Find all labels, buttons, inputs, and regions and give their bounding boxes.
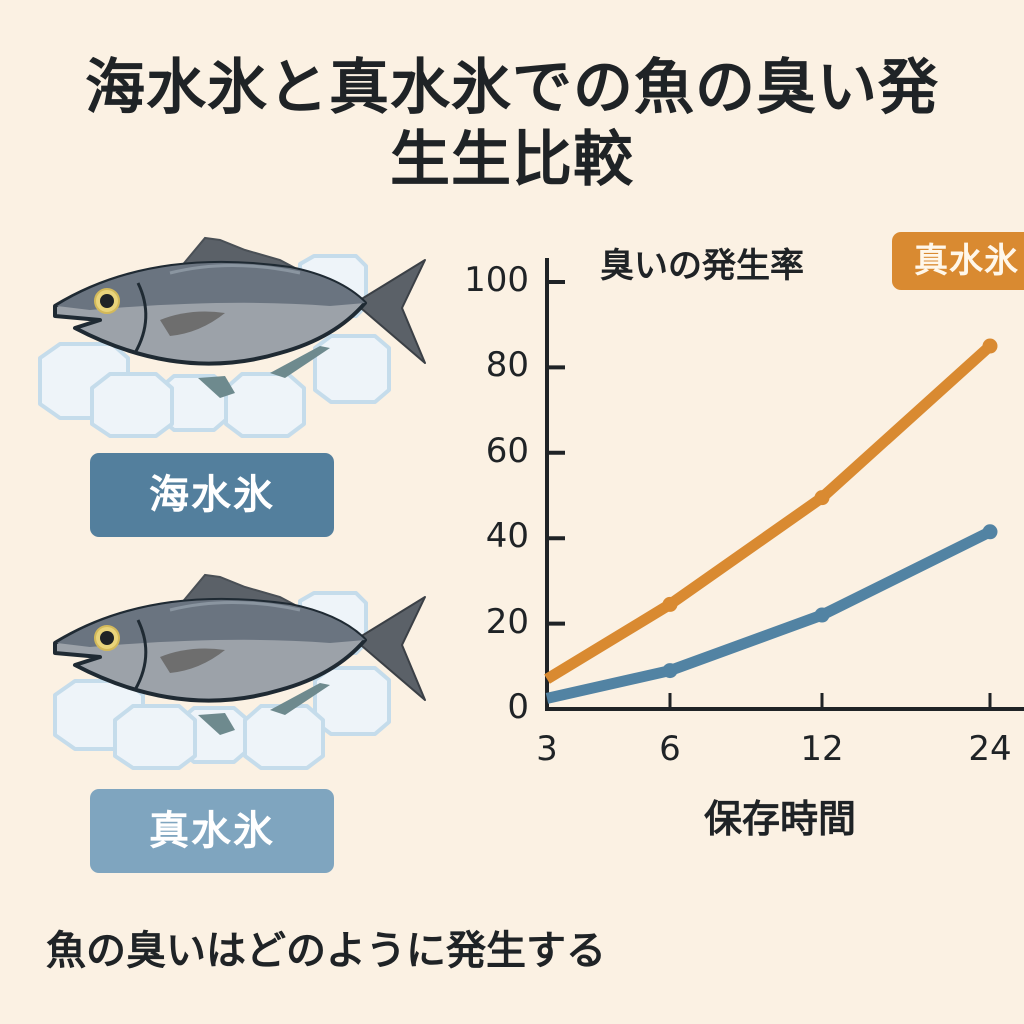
- x-tick-label: 6: [659, 729, 681, 769]
- fish-on-sea-ice-illustration: [30, 228, 450, 438]
- y-tick-label: 80: [485, 345, 529, 386]
- fish-on-fresh-ice-illustration: [30, 565, 450, 775]
- series-line-sea-ice: [545, 526, 993, 704]
- fresh-ice-label: 真水氷: [90, 789, 334, 873]
- chart-title: 臭いの発生率: [600, 246, 804, 286]
- y-tick-label: 40: [485, 516, 529, 557]
- title-line-1: 海水氷と真水氷での魚の臭い発: [85, 53, 939, 123]
- odor-rate-line-chart: 臭いの発生率 真水氷 0 20 40 60 80 100 3 6 12 24 保存時間: [460, 230, 1024, 850]
- series-line-fresh-ice: [544, 341, 994, 684]
- data-point-marker: [662, 596, 678, 612]
- x-axis-title: 保存時間: [703, 797, 856, 841]
- x-tick-label: 24: [968, 729, 1012, 769]
- x-tick-label: 3: [536, 729, 558, 769]
- sea-ice-label: 海水氷: [90, 453, 334, 537]
- footer-question: 魚の臭いはどのように発生する: [46, 928, 606, 974]
- data-point-marker: [662, 663, 678, 679]
- y-tick-label: 20: [485, 601, 529, 642]
- data-point-marker: [814, 607, 830, 623]
- fish-on-ice-icon: [38, 236, 426, 438]
- title-line-2: 生生比較: [390, 125, 634, 195]
- y-tick-label: 100: [464, 260, 529, 300]
- x-tick-label: 12: [800, 729, 844, 769]
- y-tick-label: 0: [507, 687, 529, 727]
- data-point-marker: [982, 524, 998, 540]
- data-point-marker: [982, 338, 998, 354]
- data-point-marker: [814, 490, 830, 506]
- page-title: 海水氷と真水氷での魚の臭い発 生生比較: [0, 52, 1024, 196]
- chart-plot-area: [544, 258, 1024, 711]
- y-tick-label: 60: [485, 430, 529, 471]
- legend-fresh-ice-badge: 真水氷: [892, 232, 1024, 290]
- fish-on-ice-icon: [53, 573, 426, 770]
